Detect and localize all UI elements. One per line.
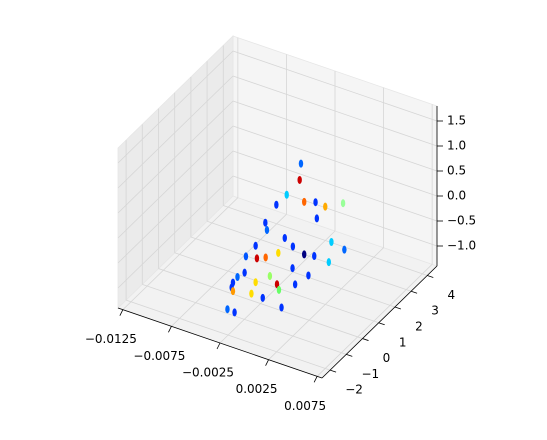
grid-line <box>268 247 384 360</box>
tick-mark <box>346 353 353 357</box>
x-tick-label: 0.0075 <box>284 399 326 413</box>
point <box>254 254 260 263</box>
y-axis <box>321 265 438 379</box>
point <box>340 199 346 208</box>
point <box>302 250 307 259</box>
point <box>282 233 287 242</box>
point <box>253 278 258 287</box>
grid-line <box>223 205 428 276</box>
tick-mark <box>313 376 318 383</box>
grid-line <box>232 175 438 247</box>
tick-mark <box>119 309 124 316</box>
point <box>264 226 270 235</box>
point <box>292 280 298 289</box>
point <box>263 218 268 227</box>
point <box>276 285 282 294</box>
point <box>323 202 328 211</box>
z-tick-label: 0.5 <box>447 164 466 178</box>
grid-line <box>316 264 433 377</box>
point <box>302 197 307 206</box>
tick-mark <box>378 322 385 326</box>
point <box>279 303 284 312</box>
grid-line <box>232 125 438 197</box>
z-tick-label: 0.0 <box>447 189 466 203</box>
z-tick-label: −0.5 <box>447 214 476 228</box>
y-tick-label: 4 <box>447 288 455 302</box>
grid-line <box>232 150 438 222</box>
grid-line <box>158 268 363 339</box>
y-tick-label: 3 <box>431 304 439 318</box>
y-tick-label: −2 <box>345 383 363 397</box>
tick-mark <box>168 326 172 333</box>
point <box>232 308 237 317</box>
grid-line <box>125 299 331 371</box>
z-tick-label: −1.0 <box>447 239 476 253</box>
x-axis <box>117 307 323 379</box>
point <box>298 159 304 168</box>
point <box>235 273 240 282</box>
point <box>260 293 265 302</box>
tick-mark <box>216 342 221 350</box>
tick-mark <box>427 275 434 278</box>
point <box>314 214 320 223</box>
grid-line <box>206 220 412 292</box>
point <box>249 289 254 298</box>
point <box>242 268 247 277</box>
point <box>253 241 258 250</box>
point <box>274 200 279 209</box>
point <box>312 252 317 261</box>
grid-line <box>142 283 347 355</box>
y-tick-label: 0 <box>383 351 391 365</box>
y-tick-label: 1 <box>399 335 407 349</box>
tick-mark <box>410 290 418 294</box>
grid-line <box>122 197 239 310</box>
y-tick-label: −1 <box>361 367 379 381</box>
grid-line <box>117 100 234 214</box>
tick-mark <box>394 306 402 310</box>
point <box>329 238 334 247</box>
grid-line <box>117 50 234 164</box>
tick-mark <box>362 338 369 341</box>
grid-line <box>117 175 234 289</box>
grid-line <box>232 100 438 172</box>
x-tick-label: −0.0125 <box>85 332 137 346</box>
z-tick-label: 1.0 <box>447 139 466 153</box>
point <box>290 242 296 251</box>
point <box>313 198 318 207</box>
x-tick-label: −0.0075 <box>133 349 185 363</box>
point <box>276 248 281 257</box>
point <box>243 252 249 261</box>
tick-mark <box>265 359 269 366</box>
x-tick-label: 0.0025 <box>236 382 278 396</box>
point <box>230 287 236 296</box>
point <box>342 245 347 254</box>
point <box>263 253 268 262</box>
z-tick-label: 1.5 <box>447 114 466 128</box>
point <box>326 258 332 267</box>
x-tick-label: −0.0025 <box>182 366 234 380</box>
grid-line <box>117 150 234 264</box>
grid-line <box>232 50 438 122</box>
grid-line <box>232 75 438 147</box>
point <box>225 305 230 314</box>
grid-line <box>117 75 234 189</box>
point <box>297 175 302 184</box>
point <box>267 272 273 281</box>
point <box>306 271 311 280</box>
grid-line <box>117 125 234 239</box>
tick-mark <box>329 369 337 373</box>
point <box>284 190 289 199</box>
y-tick-label: 2 <box>415 320 423 334</box>
point <box>290 264 295 273</box>
